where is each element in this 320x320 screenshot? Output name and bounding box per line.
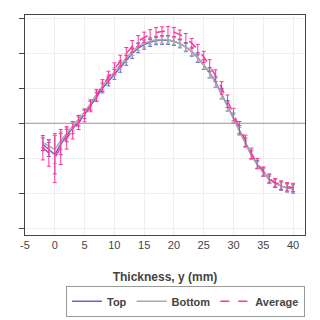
svg-text:Average: Average (255, 296, 298, 308)
svg-text:Thickness, y (mm): Thickness, y (mm) (113, 270, 218, 284)
svg-text:0: 0 (52, 239, 58, 251)
svg-text:Top: Top (107, 296, 127, 308)
svg-text:-5: -5 (20, 239, 30, 251)
svg-text:35: 35 (257, 239, 269, 251)
svg-text:20: 20 (168, 239, 180, 251)
svg-text:40: 40 (287, 239, 299, 251)
svg-text:30: 30 (227, 239, 239, 251)
svg-text:15: 15 (138, 239, 150, 251)
svg-text:10: 10 (108, 239, 120, 251)
svg-text:25: 25 (198, 239, 210, 251)
svg-text:Bottom: Bottom (172, 296, 211, 308)
svg-text:5: 5 (82, 239, 88, 251)
